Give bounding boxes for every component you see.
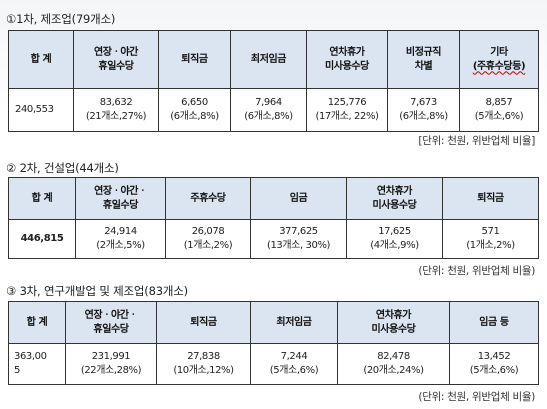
header-wages: 임금 bbox=[250, 177, 347, 220]
cell-minimum-wage: 7,964 (6개소,8%) bbox=[230, 88, 307, 132]
header-annual-leave: 연차휴가 미사용수당 bbox=[346, 177, 443, 220]
cell-severance: 6,650 (6개소,8%) bbox=[158, 88, 231, 132]
cell-weekly-holiday-pay: 26,078 (1개소,2%) bbox=[165, 219, 251, 259]
section-2-value-row: 446,815 24,914 (2개소,5%) 26,078 (1개소,2%) 37… bbox=[8, 219, 539, 259]
cell-other: 8,857 (5개소,6%) bbox=[459, 88, 539, 132]
cell-wages-etc: 13,452 (5개소,6%) bbox=[449, 343, 539, 385]
cell-annual-leave: 17,625 (4개소,9%) bbox=[346, 219, 443, 259]
cell-total: 446,815 bbox=[8, 219, 76, 259]
cell-nonregular-discrimination: 7,673 (6개소,8%) bbox=[387, 88, 460, 132]
cell-overtime-pay: 83,632 (21개소,27%) bbox=[73, 88, 159, 132]
header-overtime-pay: 연장ㆍ야간 휴일수당 bbox=[73, 30, 159, 89]
section-1-value-row: 240,553 83,632 (21개소,27%) 6,650 (6개소,8%) 7… bbox=[8, 88, 539, 132]
section-3-unit: (단위: 천원, 위반업체 비율) bbox=[418, 391, 535, 403]
cell-severance: 27,838 (10개소,12%) bbox=[156, 343, 251, 385]
header-wages-etc: 임금 등 bbox=[449, 301, 539, 344]
header-total: 합 계 bbox=[8, 301, 66, 344]
cell-minimum-wage: 7,244 (5개소,6%) bbox=[250, 343, 338, 385]
section-3-header-row: 합 계 연장ㆍ야간ㆍ 휴일수당 퇴직금 최저임금 연차휴가 미사용수당 임금 등 bbox=[8, 301, 539, 344]
header-overtime-pay: 연장ㆍ야간ㆍ 휴일수당 bbox=[75, 177, 166, 220]
header-severance: 퇴직금 bbox=[158, 30, 231, 89]
cell-total: 240,553 bbox=[8, 88, 74, 132]
header-minimum-wage: 최저임금 bbox=[230, 30, 307, 89]
cell-annual-leave: 82,478 (20개소,24%) bbox=[337, 343, 450, 385]
section-2-header-row: 합 계 연장ㆍ야간ㆍ 휴일수당 주휴수당 임금 연차휴가 미사용수당 퇴직금 bbox=[8, 177, 539, 220]
section-2-unit: (단위: 천원, 위반업체 비율) bbox=[418, 265, 535, 277]
cell-overtime-pay: 231,991 (22개소,28%) bbox=[65, 343, 157, 385]
header-minimum-wage: 최저임금 bbox=[250, 301, 338, 344]
section-1-unit: [단위: 천원, 위반업체 비율] bbox=[418, 135, 535, 147]
section-2-title: ② 2차, 건설업(44개소) bbox=[6, 161, 119, 175]
header-nonregular-discrimination: 비정규직 차별 bbox=[387, 30, 460, 89]
header-overtime-pay: 연장ㆍ야간ㆍ 휴일수당 bbox=[65, 301, 157, 344]
section-3-value-row: 363,00 5 231,991 (22개소,28%) 27,838 (10개소,12… bbox=[8, 343, 539, 385]
header-severance: 퇴직금 bbox=[156, 301, 251, 344]
header-weekly-holiday-pay: 주휴수당 bbox=[165, 177, 251, 220]
cell-annual-leave: 125,776 (17개소, 22%) bbox=[306, 88, 388, 132]
header-total: 합 계 bbox=[8, 30, 74, 89]
header-other: 기타 (주휴수당등) bbox=[459, 30, 539, 89]
header-annual-leave: 연차휴가 미사용수당 bbox=[337, 301, 450, 344]
section-2-table: 합 계 연장ㆍ야간ㆍ 휴일수당 주휴수당 임금 연차휴가 미사용수당 퇴직금 446… bbox=[8, 177, 539, 259]
section-3-title: ③ 3차, 연구개발업 및 제조업(83개소) bbox=[6, 284, 188, 298]
header-total: 합 계 bbox=[8, 177, 76, 220]
cell-wages: 377,625 (13개소, 30%) bbox=[250, 219, 347, 259]
cell-total: 363,00 5 bbox=[8, 343, 66, 385]
cell-overtime-pay: 24,914 (2개소,5%) bbox=[75, 219, 166, 259]
header-severance: 퇴직금 bbox=[442, 177, 539, 220]
section-1-title: ①1차, 제조업(79개소) bbox=[6, 12, 116, 26]
cell-severance: 571 (1개소,2%) bbox=[442, 219, 539, 259]
section-1-table: 합 계 연장ㆍ야간 휴일수당 퇴직금 최저임금 연차휴가 미사용수당 비정규직 차별 … bbox=[8, 30, 539, 132]
section-3-table: 합 계 연장ㆍ야간ㆍ 휴일수당 퇴직금 최저임금 연차휴가 미사용수당 임금 등 3… bbox=[8, 301, 539, 385]
header-annual-leave: 연차휴가 미사용수당 bbox=[306, 30, 388, 89]
section-1-header-row: 합 계 연장ㆍ야간 휴일수당 퇴직금 최저임금 연차휴가 미사용수당 비정규직 차별 … bbox=[8, 30, 539, 89]
